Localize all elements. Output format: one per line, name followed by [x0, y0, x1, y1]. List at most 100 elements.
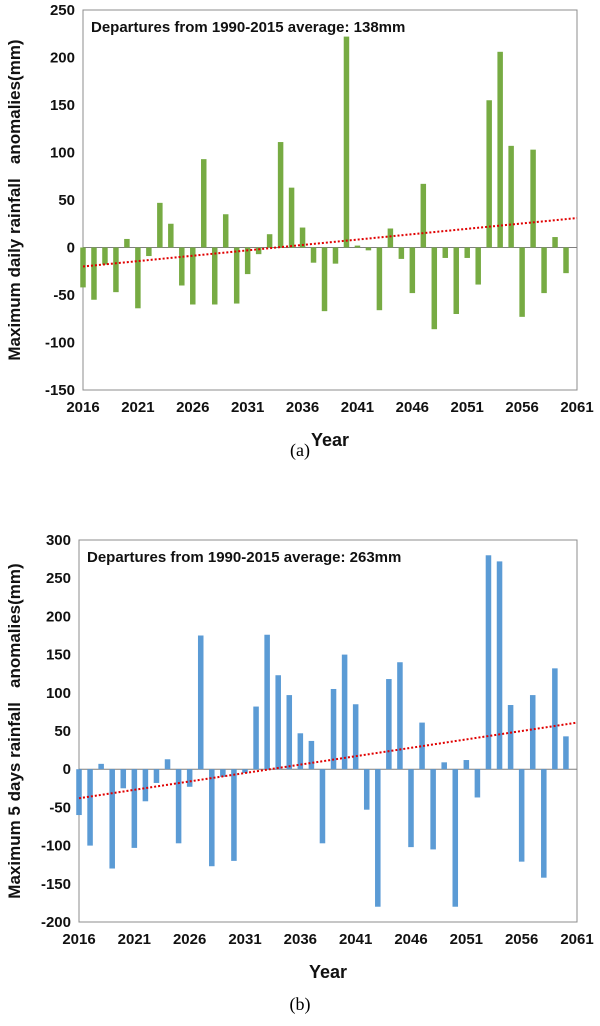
chart-b-bar	[430, 769, 436, 850]
chart-b-bar	[474, 769, 481, 798]
chart-a-bar	[157, 202, 163, 248]
chart-b-y-tick-label: 250	[46, 570, 71, 587]
chart-a-x-tick-label: 2036	[286, 399, 319, 416]
chart-a-bar	[365, 247, 372, 251]
chart-a-bar	[233, 247, 240, 304]
chart-b-y-tick-label: 100	[46, 685, 71, 702]
chart-a-bar	[464, 247, 470, 258]
chart-b-bar	[231, 769, 237, 861]
chart-a-bar	[321, 247, 328, 312]
chart-a-bar	[255, 247, 262, 255]
chart-b-bar	[441, 762, 447, 770]
chart-a-bar	[409, 247, 416, 294]
chart-b-bar	[375, 769, 381, 907]
chart-b-x-tick-label: 2061	[560, 931, 593, 948]
chart-a-bar	[563, 247, 569, 274]
caption-a: (a)	[290, 440, 310, 460]
chart-a-y-tick-label: 50	[58, 192, 75, 209]
chart-b-x-tick-label: 2036	[284, 931, 317, 948]
chart-b-bar	[153, 769, 160, 783]
chart-b-bar	[341, 654, 348, 770]
chart-b-bar	[175, 769, 182, 844]
chart-b-bar	[529, 695, 536, 770]
chart-a-x-tick-label: 2046	[396, 399, 429, 416]
chart-a-x-tick-label: 2051	[451, 399, 484, 416]
chart-b-bar	[98, 763, 104, 770]
chart-b-y-tick-label: 300	[46, 532, 71, 549]
chart-a-x-tick-label: 2031	[231, 399, 264, 416]
chart-a-bar	[222, 214, 229, 248]
chart-a-bar	[277, 142, 284, 248]
chart-b-annotation: Departures from 1990-2015 average: 263mm	[87, 549, 401, 566]
chart-a-bar	[113, 247, 119, 293]
chart-a-bar	[211, 247, 218, 305]
chart-b-bar	[297, 733, 304, 770]
chart-a-bar	[431, 247, 438, 330]
chart-a-bar	[376, 247, 383, 311]
chart-b-bar	[186, 769, 193, 787]
chart-b-svg: -200 -150 -100 -50 0 50 100 150 200 250 300 2016 202…	[5, 532, 594, 982]
chart-a-bar	[420, 183, 427, 248]
chart-a-x-axis-label: Year	[311, 430, 349, 450]
chart-b-bar	[452, 769, 459, 907]
chart-a-bar	[530, 149, 536, 248]
chart-a-bar	[190, 247, 196, 305]
chart-b-bar	[419, 722, 425, 770]
chart-a-bar	[168, 223, 174, 248]
chart-a-bar	[508, 145, 514, 248]
chart-b-y-tick-label: 200	[46, 608, 71, 625]
chart-a-bar	[201, 159, 207, 248]
chart-a-x-tick-label: 2026	[176, 399, 209, 416]
chart-a-bar	[552, 237, 558, 248]
chart-b-y-tick-label: 150	[46, 647, 71, 664]
chart-b-x-tick-label: 2031	[228, 931, 261, 948]
chart-b-y-tick-label: -100	[41, 838, 71, 855]
chart-b-bar	[463, 760, 470, 770]
chart-b-bar	[408, 769, 414, 848]
chart-a-plot-area	[82, 9, 578, 391]
chart-b-bar	[264, 634, 270, 770]
chart-b-bar	[131, 769, 138, 848]
chart-b-bar	[308, 740, 315, 770]
chart-a-y-tick-label: 200	[50, 50, 75, 67]
chart-a-bar	[179, 247, 185, 286]
chart-a-y-tick-label: 150	[50, 97, 75, 114]
chart-a-bar	[124, 238, 130, 248]
chart-b-bar	[541, 769, 547, 878]
chart-a-bar	[398, 247, 405, 259]
chart-a-bar	[135, 247, 141, 309]
chart-b-bar	[507, 705, 514, 770]
chart-a-y-tick-label: -50	[53, 287, 75, 304]
chart-b-bar	[242, 769, 248, 774]
chart-b-bar	[286, 695, 293, 770]
chart-b-bar	[397, 662, 403, 770]
chart-b-bar	[330, 688, 337, 770]
chart-a-y-axis-label: Maximum daily rainfall anomalies(mm)	[5, 39, 24, 360]
chart-b-bar	[552, 668, 558, 770]
chart-b-x-tick-label: 2041	[339, 931, 372, 948]
chart-a-y-tick-label: 0	[67, 240, 75, 257]
chart-a-bar	[91, 247, 97, 300]
chart-b-bar	[76, 769, 82, 816]
chart-b-y-tick-label: 50	[54, 723, 71, 740]
chart-a-y-tick-label: 100	[50, 145, 75, 162]
chart-b-y-tick-label: -150	[41, 876, 71, 893]
chart-a-bar	[497, 51, 503, 248]
chart-b-bar	[109, 769, 115, 869]
chart-a-annotation: Departures from 1990-2015 average: 138mm	[91, 19, 405, 36]
chart-b-y-tick-label: -200	[41, 914, 71, 931]
chart-a-bar	[453, 247, 459, 314]
chart-a-x-tick-label: 2041	[341, 399, 374, 416]
chart-a-bar	[332, 247, 339, 264]
chart-a-x-tick-label: 2021	[121, 399, 154, 416]
chart-a-y-tick-label: -100	[45, 335, 75, 352]
chart-b-x-tick-label: 2021	[118, 931, 151, 948]
chart-a-x-tick-label: 2061	[560, 399, 593, 416]
chart-a-bar	[244, 247, 251, 275]
chart-b-x-tick-label: 2016	[62, 931, 95, 948]
chart-a-x-tick-label: 2056	[505, 399, 538, 416]
chart-b-bar	[164, 759, 171, 770]
chart-a-bar	[343, 36, 350, 248]
chart-a-bar	[519, 247, 525, 317]
chart-b-bar	[363, 769, 370, 810]
